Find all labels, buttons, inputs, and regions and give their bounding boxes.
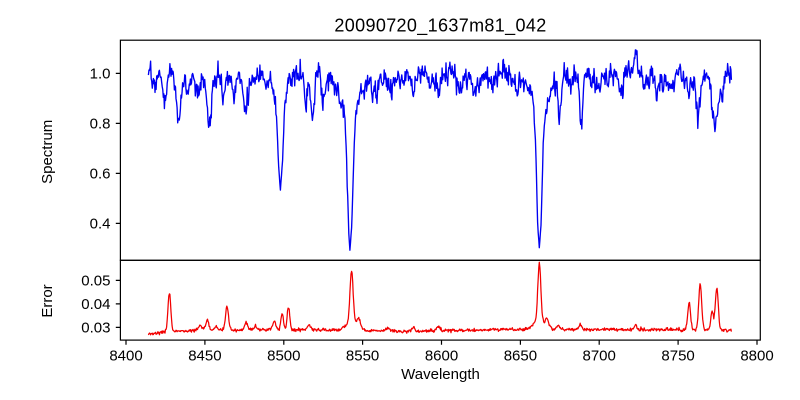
svg-text:1.0: 1.0 — [90, 66, 111, 83]
svg-text:0.03: 0.03 — [81, 320, 110, 337]
svg-text:0.8: 0.8 — [90, 116, 111, 133]
svg-text:8650: 8650 — [504, 348, 537, 365]
svg-text:Wavelength: Wavelength — [401, 366, 480, 383]
svg-text:8700: 8700 — [583, 348, 616, 365]
svg-text:8500: 8500 — [267, 348, 300, 365]
svg-text:8400: 8400 — [109, 348, 142, 365]
svg-text:0.4: 0.4 — [90, 216, 111, 233]
svg-text:0.05: 0.05 — [81, 273, 110, 290]
svg-text:8800: 8800 — [740, 348, 773, 365]
svg-text:8550: 8550 — [346, 348, 379, 365]
svg-text:0.6: 0.6 — [90, 166, 111, 183]
svg-text:20090720_1637m81_042: 20090720_1637m81_042 — [334, 15, 546, 36]
svg-text:8600: 8600 — [425, 348, 458, 365]
svg-text:Error: Error — [39, 284, 56, 317]
svg-text:8450: 8450 — [188, 348, 221, 365]
svg-text:0.04: 0.04 — [81, 296, 110, 313]
svg-text:8750: 8750 — [661, 348, 694, 365]
svg-text:Spectrum: Spectrum — [39, 120, 56, 184]
